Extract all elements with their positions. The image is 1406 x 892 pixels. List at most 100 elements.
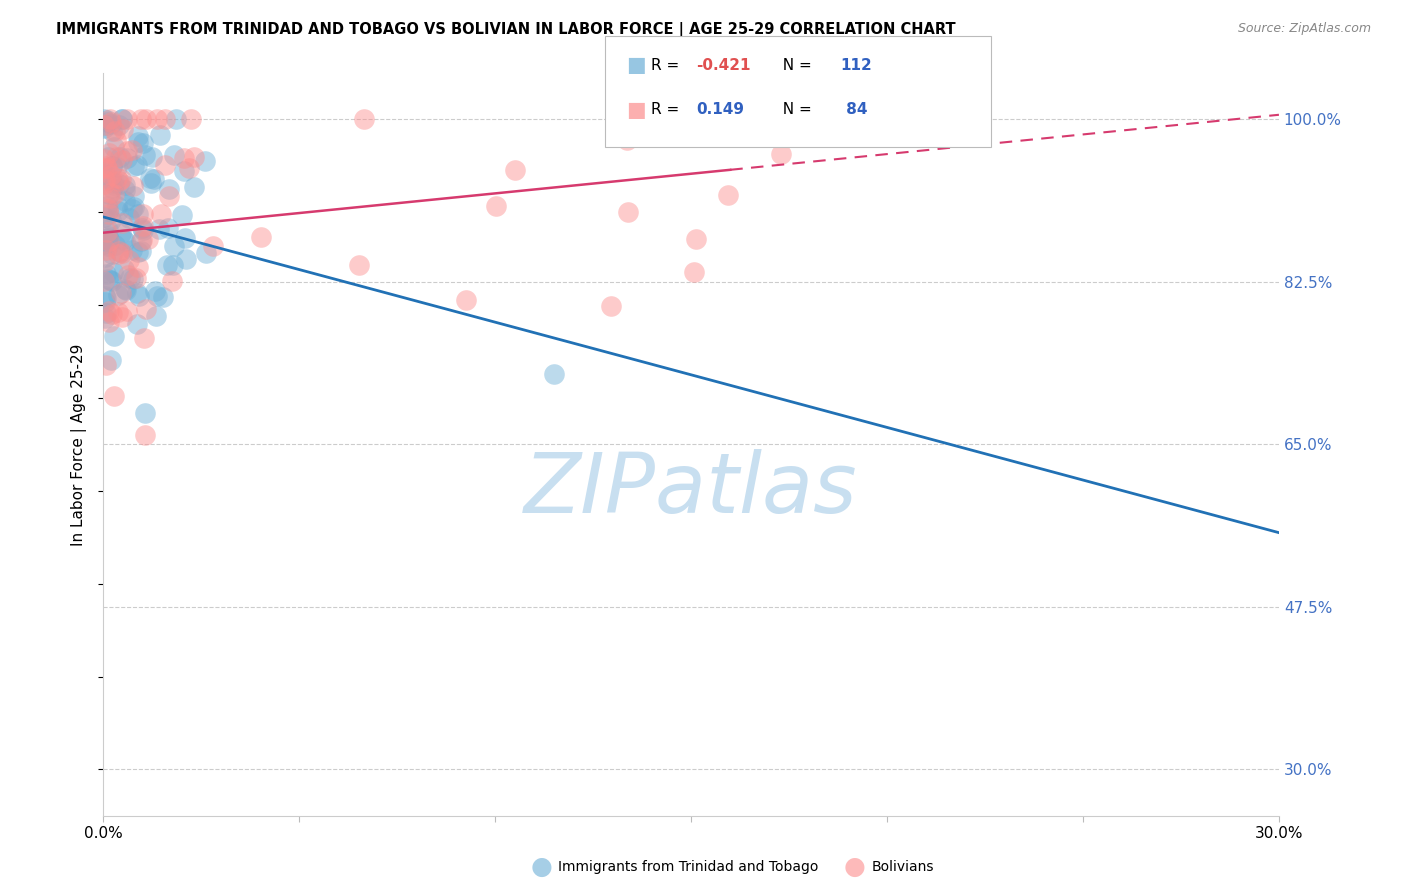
Point [250,230,273,244]
Point [347,258,370,272]
Point [194,154,217,169]
Point [150,207,173,221]
Point [617,205,640,219]
Point [105,160,128,174]
Point [139,171,162,186]
Point [125,317,148,331]
Point [143,284,166,298]
Point [616,133,638,147]
Y-axis label: In Labor Force | Age 25-29: In Labor Force | Age 25-29 [72,343,87,546]
Point [122,200,145,214]
Point [94,310,117,325]
Point [101,159,124,173]
Point [112,261,135,276]
Point [110,172,132,186]
Point [202,239,225,253]
Point [163,148,186,162]
Point [103,139,125,153]
Point [135,112,157,127]
Point [134,148,156,162]
Point [117,303,139,318]
Point [107,288,129,302]
Point [93,232,115,246]
Point [156,259,179,273]
Point [148,222,170,236]
Point [160,274,183,288]
Point [104,150,127,164]
Point [134,331,156,345]
Point [136,231,159,245]
Point [93,167,115,181]
Point [121,202,143,216]
Point [129,244,152,258]
Point [94,358,117,372]
Point [105,170,128,185]
Point [131,233,153,247]
Point [121,271,143,285]
Point [110,226,132,240]
Point [122,159,145,173]
Point [98,191,121,205]
Point [101,246,124,260]
Point [117,112,139,127]
Point [683,265,706,279]
Text: Source: ZipAtlas.com: Source: ZipAtlas.com [1237,22,1371,36]
Point [107,203,129,218]
Point [97,271,120,285]
Point [146,112,169,127]
Point [103,389,125,403]
Point [131,220,153,235]
Point [93,177,115,191]
Point [96,202,118,216]
Point [124,270,146,285]
Point [93,112,115,127]
Point [108,118,131,132]
Point [131,235,153,249]
Point [685,232,707,246]
Point [96,306,118,320]
Point [94,160,117,174]
Point [174,252,197,267]
Text: N =: N = [773,103,817,117]
Point [121,143,143,157]
Point [194,246,217,260]
Point [94,167,117,181]
Point [111,216,134,230]
Point [143,172,166,186]
Point [152,290,174,304]
Point [129,112,152,127]
Point [146,289,169,303]
Point [110,286,132,301]
Point [103,186,125,201]
Point [111,245,134,260]
Point [108,244,131,258]
Point [145,310,167,324]
Point [155,158,177,172]
Point [100,353,122,368]
Text: 84: 84 [841,103,868,117]
Point [94,244,117,258]
Point [125,286,148,301]
Point [172,208,194,222]
Point [163,238,186,252]
Point [96,267,118,281]
Point [110,310,132,324]
Text: N =: N = [773,58,817,72]
Point [103,178,125,192]
Point [94,295,117,310]
Point [101,124,124,138]
Point [115,283,138,297]
Point [114,234,136,248]
Point [98,304,121,318]
Point [111,153,134,168]
Text: ●: ● [844,855,866,879]
Point [122,188,145,202]
Point [118,252,141,267]
Point [104,238,127,252]
Point [110,112,132,127]
Point [94,289,117,303]
Point [97,187,120,202]
Point [97,207,120,221]
Point [114,194,136,208]
Point [100,180,122,194]
